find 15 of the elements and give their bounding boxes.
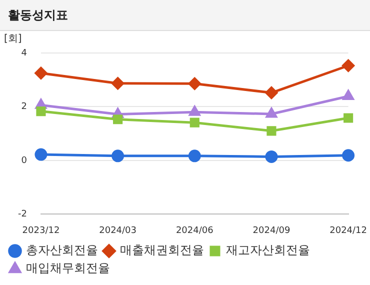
y-tick-label: -2 [18,210,27,220]
x-tick-label: 2024/03 [99,226,136,236]
y-tick-label: 4 [21,48,28,58]
y-tick-label: 2 [21,102,27,112]
x-tick-label: 2023/12 [22,226,60,236]
y-tick-label: 0 [21,156,28,166]
y-axis-title: [회] [4,34,22,45]
x-tick-label: 2024/06 [176,226,214,236]
x-tick-label: 2024/12 [330,226,367,236]
legend-label: 매입채무회전율 [26,261,110,276]
legend-label: 총자산회전율 [26,243,98,258]
x-tick-label: 2024/09 [252,226,290,236]
legend-label: 재고자산회전율 [226,243,310,258]
legend-label: 매출채권회전율 [120,243,204,258]
chart-title: 활동성지표 [0,0,370,31]
